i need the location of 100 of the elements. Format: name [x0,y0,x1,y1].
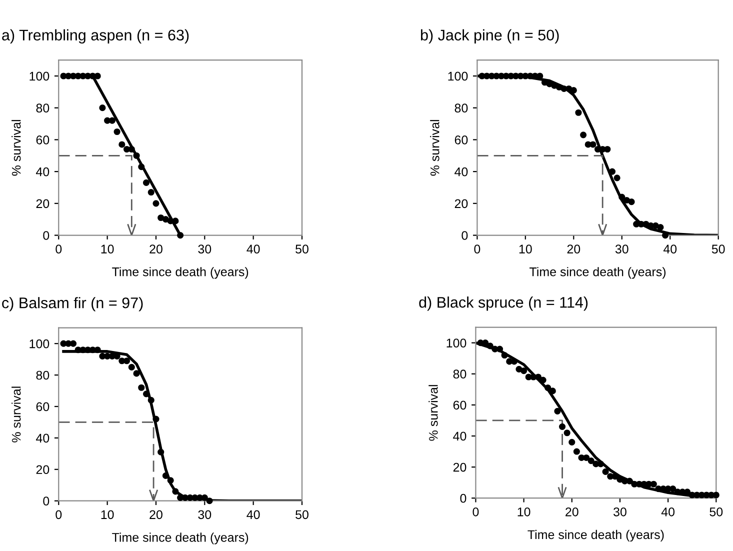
x-axis-title: Time since death (years) [112,267,248,279]
point [70,340,77,347]
x-tick-label: 30 [198,510,212,520]
x-tick-label: 0 [56,510,62,520]
y-tick-label: 20 [453,462,466,472]
y-tick-label: 0 [43,496,50,506]
x-tick-label: 50 [296,244,308,254]
y-tick-label: 20 [36,465,50,474]
point [570,87,577,94]
y-tick-label: 40 [36,167,50,176]
point [652,222,659,230]
point [554,408,561,414]
chart-title: a) Trembling aspen (n = 63) [2,29,189,44]
point [148,188,154,196]
point [114,128,120,136]
point [138,384,145,391]
point [108,117,116,124]
y-tick-label: 80 [36,104,50,112]
point [604,146,611,153]
y-tick-label: 0 [43,231,50,240]
chart-title: b) Jack pine (n = 50) [420,29,559,44]
point [516,366,522,373]
x-tick-label: 10 [518,507,530,516]
x-tick-label: 30 [613,507,626,516]
x-tick-label: 0 [472,507,479,516]
x-tick-label: 40 [663,244,677,254]
y-tick-label: 20 [454,199,468,208]
y-axis-title: % survival [428,385,438,441]
x-axis-title: Time since death (years) [112,532,248,544]
point [172,218,179,224]
y-axis-title: % survival [12,120,21,176]
point [162,216,170,223]
point [501,352,508,359]
point [172,488,179,495]
x-tick-label: 10 [101,244,114,254]
y-tick-label: 80 [454,104,468,112]
y-tick-label: 100 [448,72,468,81]
point [573,448,580,455]
point [201,494,208,502]
point [626,478,633,484]
y-tick-label: 100 [30,72,50,81]
x-tick-label: 20 [150,244,162,254]
x-tick-label: 30 [615,244,628,254]
y-tick-label: 60 [453,400,466,410]
point [520,367,528,374]
y-tick-label: 40 [36,434,50,443]
x-tick-label: 0 [56,244,62,254]
x-tick-label: 50 [712,244,725,254]
point [670,485,676,492]
point [602,468,609,475]
point [510,358,518,365]
y-tick-label: 0 [462,231,468,240]
x-axis-title: Time since death (years) [528,530,664,542]
point [133,152,140,159]
point [558,423,566,430]
point [206,498,213,504]
point [566,85,572,92]
point [152,416,160,422]
x-tick-label: 20 [150,510,162,520]
point [177,232,184,239]
chart-title: c) Balsam fir (n = 97) [2,297,143,312]
point [94,72,101,80]
point [623,196,630,204]
point [128,364,135,370]
point [549,388,556,394]
point [580,132,587,138]
point [564,430,570,436]
point [614,174,620,182]
y-tick-label: 0 [460,494,466,503]
x-tick-label: 20 [567,244,580,254]
point [128,146,135,153]
point [575,109,582,116]
point [657,224,664,231]
x-axis-title: Time since death (years) [530,267,666,279]
point [618,194,626,200]
point [118,141,126,148]
x-tick-label: 40 [661,507,675,516]
point [158,214,164,222]
point [590,141,596,148]
point [167,477,174,484]
x-tick-label: 30 [198,244,212,254]
point [568,438,576,446]
y-tick-label: 100 [30,339,50,348]
point [133,370,140,377]
point [588,458,594,464]
y-tick-label: 60 [454,136,468,144]
point [583,454,590,462]
point [142,179,150,186]
point [158,448,164,456]
x-tick-label: 0 [474,244,480,254]
point [94,346,101,354]
point [628,198,635,206]
point [650,480,657,488]
x-tick-label: 40 [246,244,260,254]
y-tick-label: 100 [446,338,466,348]
point [536,72,544,80]
y-tick-label: 80 [453,370,466,379]
point [597,460,604,468]
point [148,396,154,404]
y-tick-label: 20 [36,199,50,208]
